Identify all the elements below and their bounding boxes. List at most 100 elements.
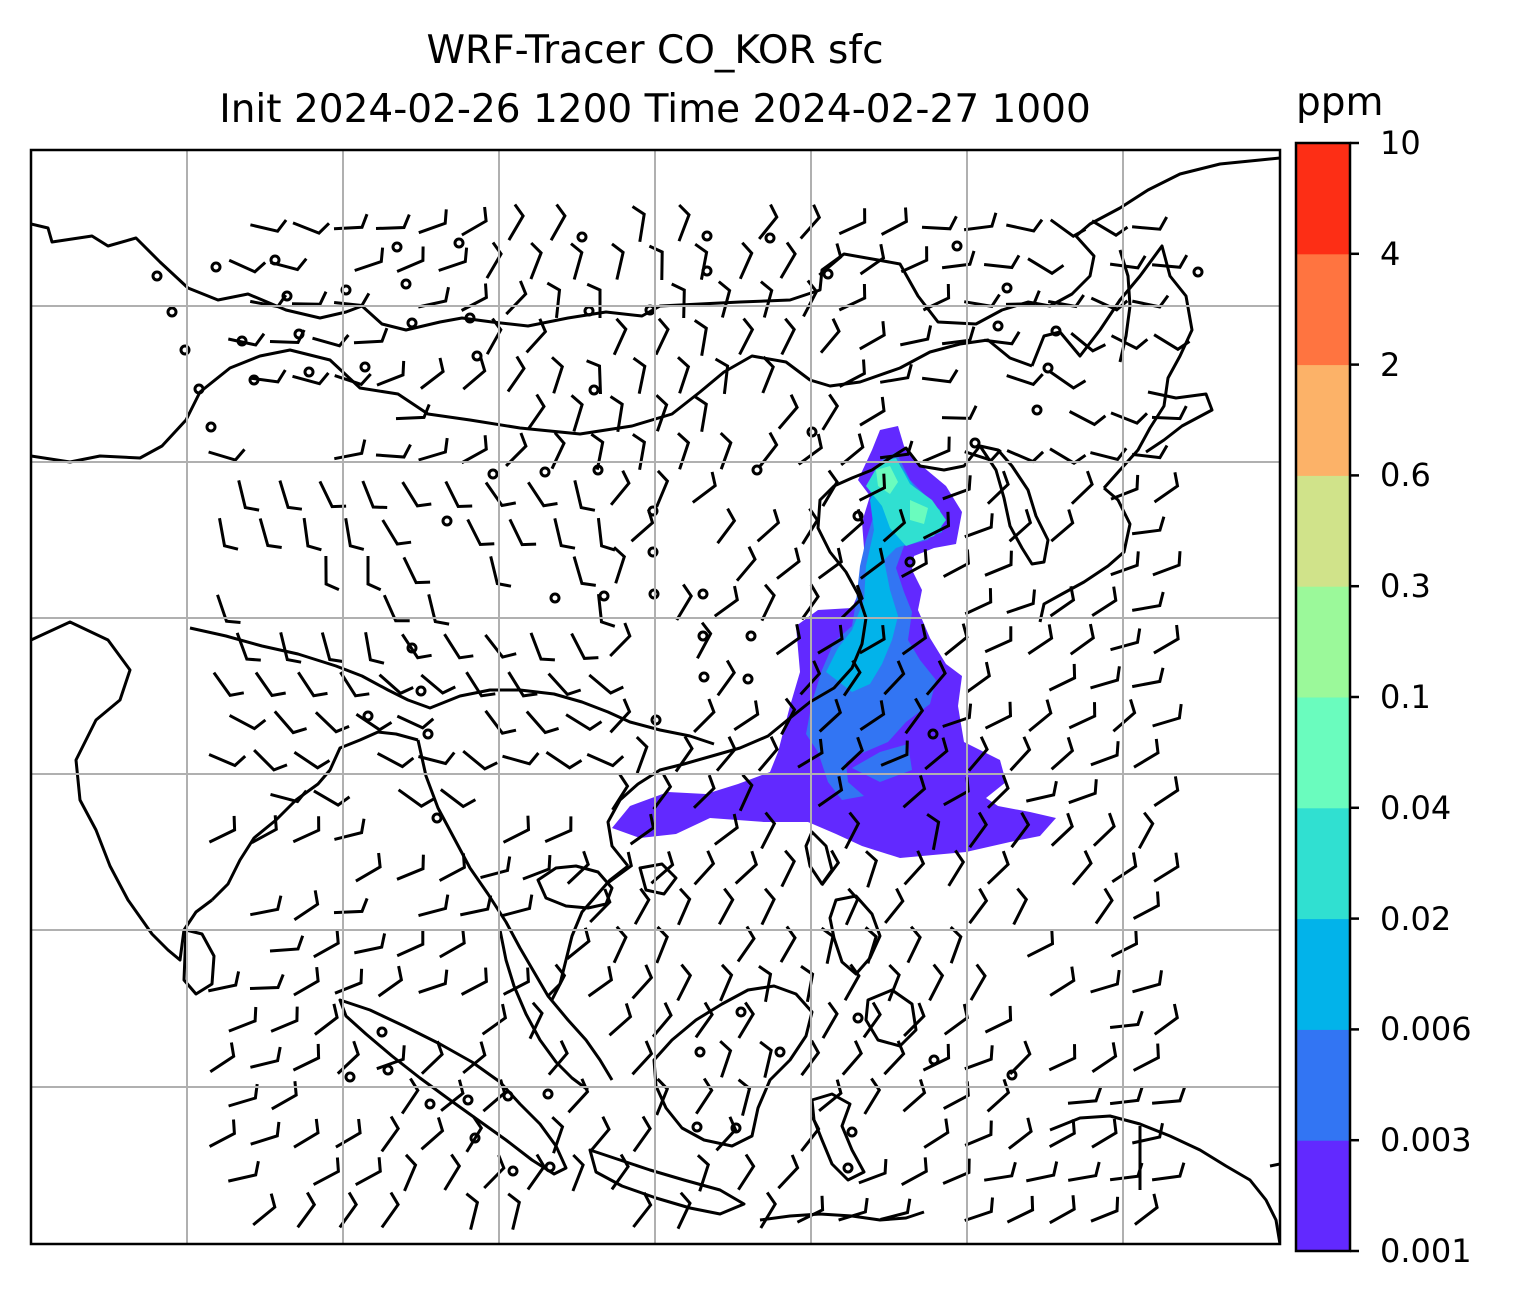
wind-barb — [419, 357, 445, 390]
wind-barb — [612, 317, 628, 356]
colorbar-bin — [1296, 807, 1350, 920]
wind-barb — [1109, 1086, 1144, 1106]
wind-barb — [271, 1081, 298, 1111]
colorbar-bin — [1296, 1029, 1350, 1141]
wind-barb — [717, 280, 732, 318]
mongolia-border — [31, 338, 1033, 464]
wind-barb — [1012, 887, 1029, 926]
wind-barb — [632, 1191, 653, 1228]
colorbar — [1296, 141, 1359, 1253]
colorbar-bin — [1296, 1140, 1350, 1252]
wind-barb — [335, 1118, 362, 1149]
wind-barb — [612, 546, 627, 584]
wind-barb — [444, 480, 473, 509]
wind-barb — [694, 1001, 714, 1039]
wind-barb — [941, 405, 978, 420]
wind-barb — [983, 1161, 1017, 1182]
wind-barb — [1050, 736, 1075, 771]
wind-barb — [1067, 1087, 1103, 1105]
wind-barb — [1070, 470, 1094, 505]
wind-barb — [550, 963, 567, 1002]
wind-barb — [1090, 969, 1121, 994]
sulawesi — [810, 1092, 866, 1182]
wind-barb — [608, 1002, 633, 1037]
wind-barb — [587, 965, 614, 998]
wind-barb — [777, 1154, 800, 1190]
wind-barb — [334, 439, 367, 461]
wind-barb — [843, 963, 861, 1001]
wind-barb — [1068, 410, 1107, 427]
wind-barb — [313, 1003, 339, 1036]
wind-barb — [396, 714, 435, 730]
wind-barb — [270, 1006, 299, 1033]
wind-barb — [1131, 591, 1165, 612]
wind-barb — [209, 1042, 236, 1073]
wind-barb — [777, 394, 799, 430]
wind-barb — [1049, 966, 1076, 997]
wind-barb — [269, 329, 306, 345]
wind-barb — [900, 1157, 928, 1187]
wind-barb — [694, 242, 709, 280]
wind-barb — [1049, 447, 1087, 465]
wind-barb — [967, 736, 989, 772]
wind-barb — [252, 1193, 277, 1227]
colorbar-tick-label: 0.003 — [1380, 1121, 1472, 1160]
wind-barb — [1110, 628, 1142, 652]
borneo — [652, 984, 814, 1148]
wind-barb — [964, 513, 994, 539]
wind-barb — [840, 508, 865, 543]
wind-barb — [942, 475, 972, 501]
wind-barb — [227, 1160, 260, 1183]
wind-barb — [693, 319, 708, 357]
wind-barb — [676, 432, 691, 470]
wind-barb — [380, 1115, 400, 1153]
wind-barb — [1152, 703, 1183, 728]
sri-lanka — [182, 928, 216, 996]
philippines-luzon — [828, 894, 882, 976]
wind-barb — [899, 325, 933, 347]
wind-barb — [589, 888, 612, 924]
wind-barb — [926, 813, 941, 851]
wind-barb — [1153, 624, 1180, 655]
wind-barb — [502, 815, 531, 844]
wind-barb — [279, 632, 302, 664]
wind-barb — [1049, 218, 1087, 238]
wind-barb — [986, 1078, 1011, 1113]
wind-barb — [466, 518, 495, 547]
wind-barb — [758, 965, 773, 1003]
wind-barb — [550, 356, 565, 394]
wind-barb — [719, 963, 734, 1002]
wind-barb — [631, 1040, 654, 1076]
wind-barb — [443, 1153, 462, 1191]
wind-barb — [1090, 1196, 1120, 1223]
wind-barb — [1151, 254, 1189, 269]
wind-barb — [1133, 1193, 1159, 1226]
wind-barb — [527, 481, 558, 508]
wind-barb — [403, 1153, 418, 1192]
colorbar-bin — [1296, 475, 1350, 587]
wind-barb — [986, 774, 1010, 809]
siberia-north-coast — [31, 156, 1280, 332]
wind-barb — [607, 851, 633, 884]
wind-barb — [273, 710, 308, 735]
wind-barb — [1109, 1162, 1144, 1182]
wind-barb — [652, 773, 673, 811]
wind-barb — [900, 246, 929, 274]
wind-barb — [736, 925, 756, 963]
wind-barb — [921, 369, 959, 384]
wind-barb — [566, 927, 591, 960]
wind-barb — [941, 250, 976, 270]
wind-barb — [378, 673, 414, 696]
wind-barb — [460, 435, 488, 465]
wind-barb — [1131, 667, 1165, 689]
wind-barb — [1151, 405, 1188, 421]
colorbar-bin — [1296, 918, 1350, 1030]
wind-barb — [883, 1040, 906, 1076]
map-subtitle: Init 2024-02-26 1200 Time 2024-02-27 100… — [219, 87, 1091, 132]
wind-barb — [984, 626, 1013, 654]
wind-barb — [333, 292, 371, 308]
wind-barb — [588, 673, 624, 695]
wind-barb — [759, 1040, 773, 1078]
wind-barb — [859, 243, 886, 276]
wind-barb — [631, 205, 646, 243]
